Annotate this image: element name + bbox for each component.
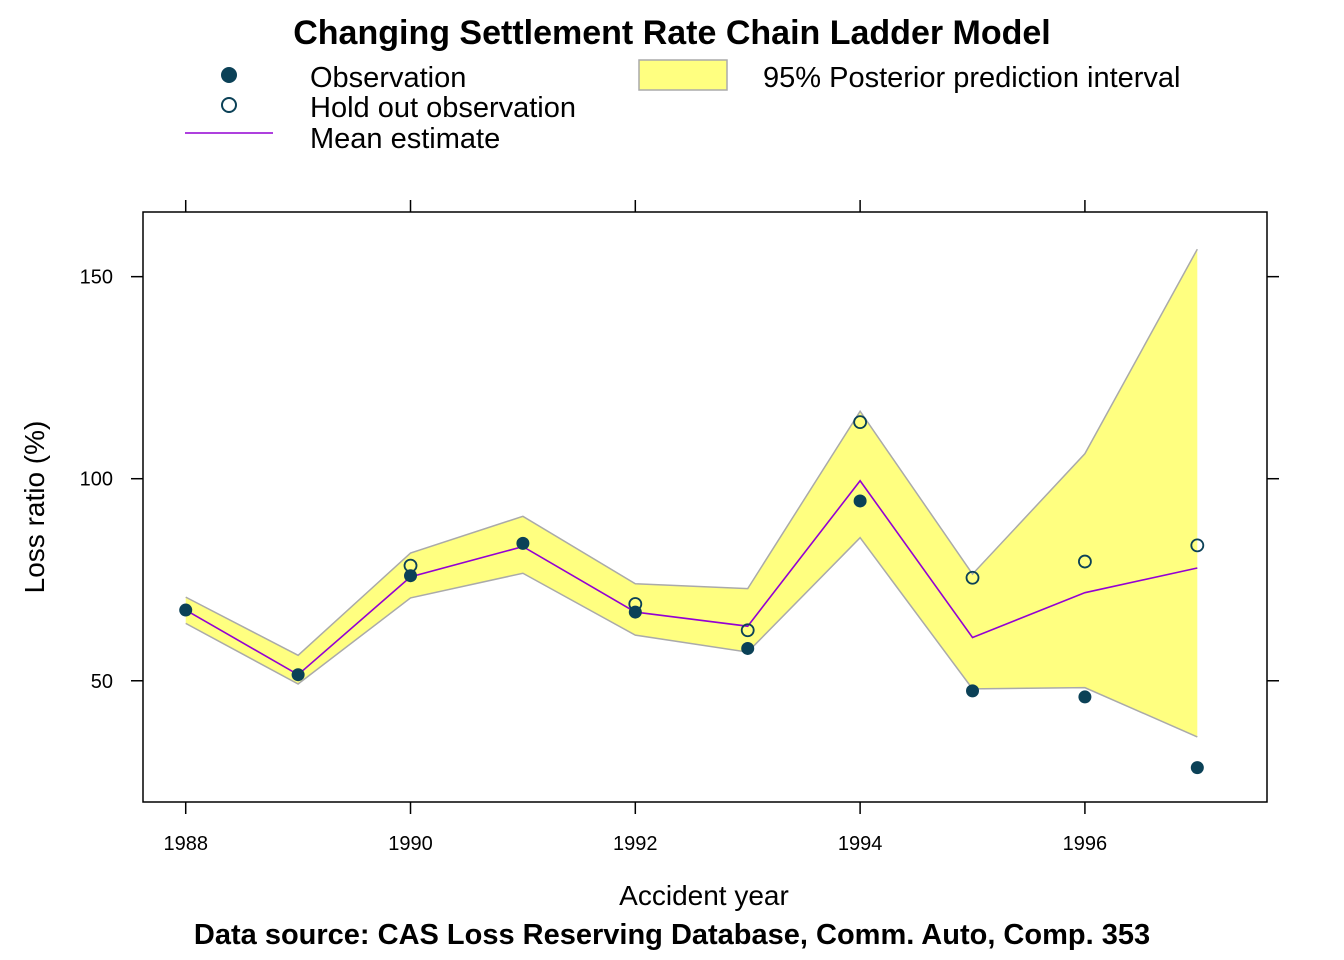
- hold-out-point: [853, 415, 868, 430]
- hold-out-point: [965, 570, 980, 585]
- data-source-caption: Data source: CAS Loss Reserving Database…: [194, 919, 1150, 951]
- legend-hold-out-marker: [221, 97, 237, 113]
- legend-interval-label: 95% Posterior prediction interval: [763, 62, 1180, 94]
- x-axis-label: Accident year: [619, 880, 789, 911]
- hold-out-point: [1190, 538, 1205, 553]
- y-axis-label: Loss ratio (%): [19, 421, 50, 594]
- observation-point: [291, 668, 305, 682]
- plot-frame: [142, 211, 1268, 803]
- x-tick-label: 1988: [163, 833, 208, 855]
- observation-point: [516, 536, 530, 550]
- plot-area: 1988 1990 1992 1994 1996 50 100 150: [80, 200, 1279, 855]
- legend: Observation Hold out observation Mean es…: [185, 59, 1180, 155]
- observation-point: [741, 641, 755, 655]
- interval-upper-line: [185, 248, 1198, 657]
- x-tick-label: 1996: [1063, 833, 1108, 855]
- y-tick-label: 50: [91, 671, 113, 693]
- x-tick-label: 1990: [388, 833, 433, 855]
- interval-band: [185, 249, 1198, 737]
- hold-out-point: [740, 623, 755, 638]
- chart-title: Changing Settlement Rate Chain Ladder Mo…: [293, 14, 1051, 52]
- mean-estimate-line: [185, 479, 1198, 676]
- observation-point: [853, 494, 867, 508]
- legend-mean-label: Mean estimate: [310, 123, 500, 155]
- interval-lower-line: [185, 536, 1198, 738]
- observation-point: [628, 605, 642, 619]
- legend-observation-label: Observation: [310, 62, 466, 94]
- observation-point: [966, 684, 980, 698]
- legend-hold-out-label: Hold out observation: [310, 92, 576, 124]
- legend-observation-marker: [221, 67, 237, 83]
- y-tick-label: 100: [80, 469, 113, 491]
- observation-point: [179, 603, 193, 617]
- hold-out-point: [1078, 554, 1092, 569]
- observation-point: [1190, 761, 1204, 775]
- observation-point: [1078, 690, 1092, 704]
- legend-interval-swatch: [638, 59, 728, 91]
- observation-point: [404, 569, 418, 583]
- y-tick-label: 150: [80, 267, 113, 289]
- x-tick-label: 1992: [613, 833, 658, 855]
- x-tick-label: 1994: [838, 833, 883, 855]
